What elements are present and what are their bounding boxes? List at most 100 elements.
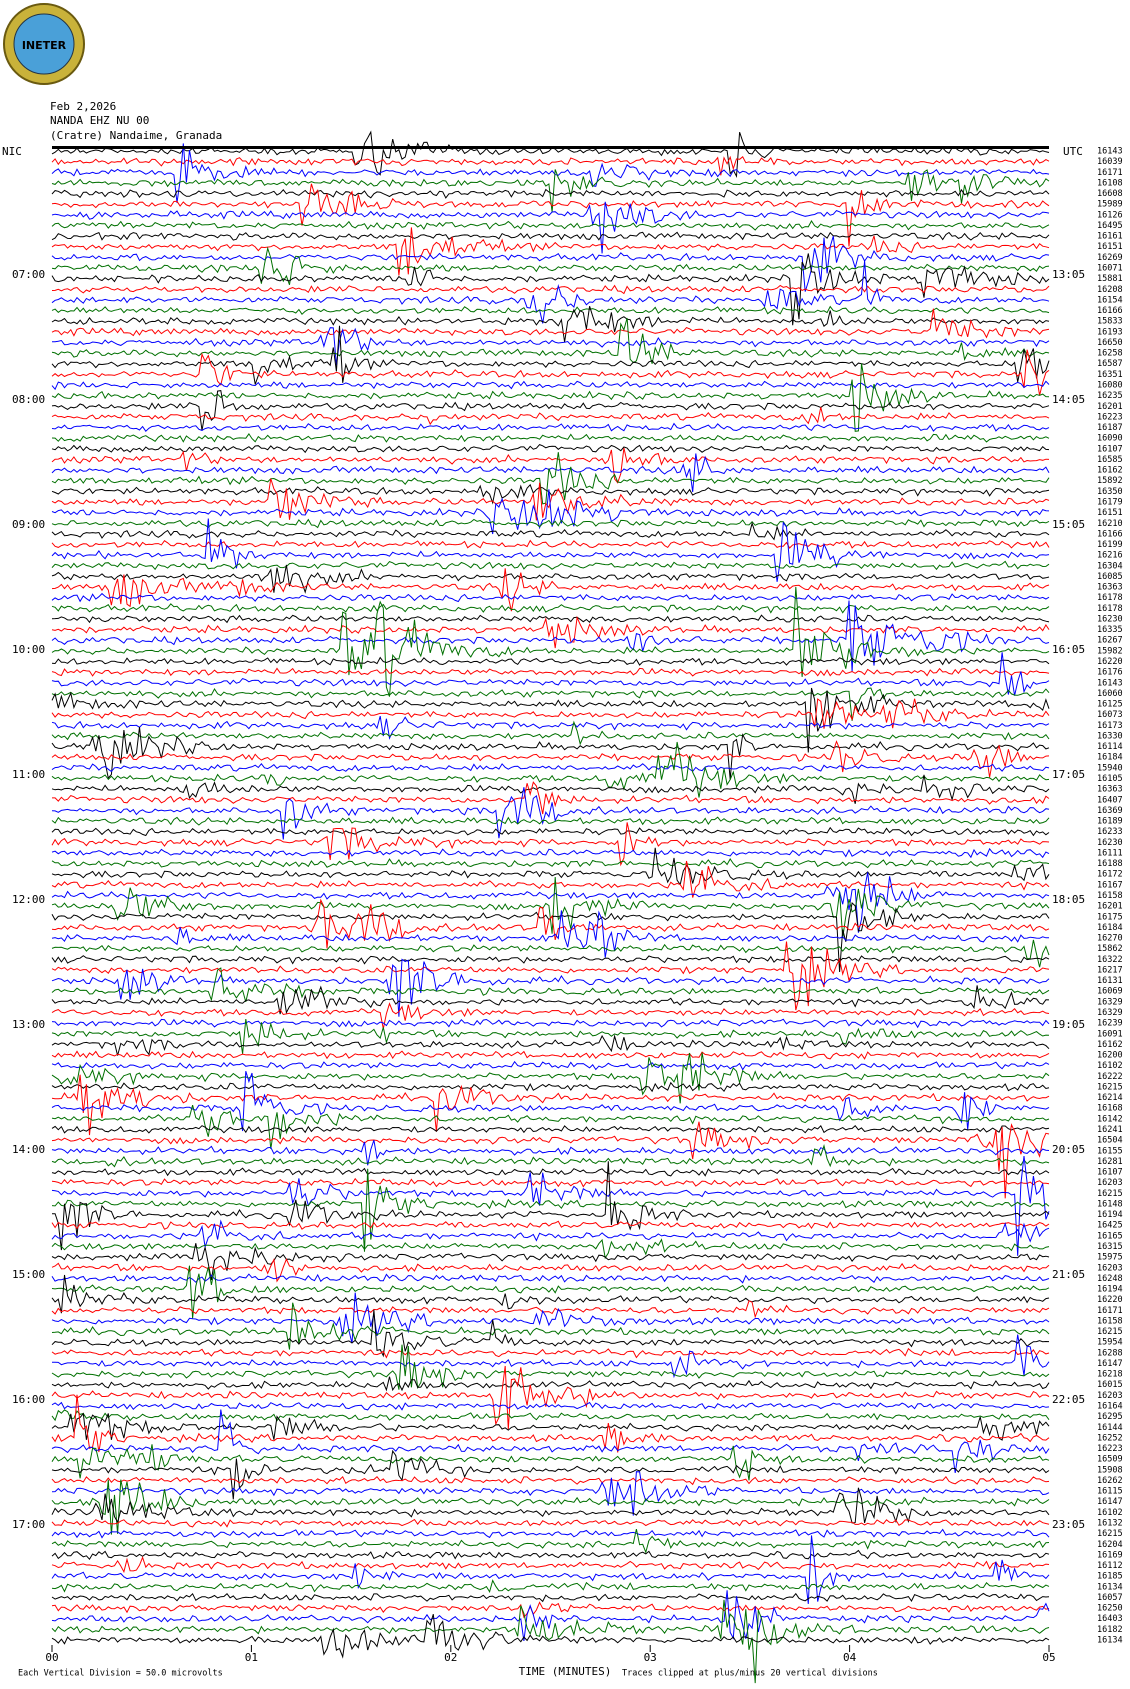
trace-label: 16194 <box>1097 1285 1123 1295</box>
x-axis-label: TIME (MINUTES) <box>519 1665 612 1678</box>
trace <box>51 1376 1050 1392</box>
trace-label: 16147 <box>1097 1497 1123 1507</box>
trace <box>51 985 1050 1015</box>
trace <box>51 1168 1050 1252</box>
trace <box>51 872 1050 933</box>
trace <box>51 564 1050 594</box>
trace <box>51 967 1050 1003</box>
trace-label: 16039 <box>1097 157 1123 167</box>
trace-label: 16248 <box>1097 1274 1123 1284</box>
trace-label: 16425 <box>1097 1221 1123 1231</box>
trace <box>51 720 1050 746</box>
trace <box>51 539 1050 549</box>
trace <box>51 1592 1050 1603</box>
left-time-label: 07:00 <box>12 268 45 281</box>
trace <box>51 715 1050 740</box>
trace-label: 16143 <box>1097 147 1123 157</box>
footer-left: Each Vertical Division = 50.0 microvolts <box>18 1669 223 1679</box>
trace-label: 16090 <box>1097 434 1123 444</box>
trace <box>51 1579 1050 1594</box>
trace-label: 16403 <box>1097 1614 1123 1624</box>
trace-label: 16184 <box>1097 753 1123 763</box>
trace <box>51 489 1050 535</box>
trace <box>51 1052 1050 1104</box>
trace-label: 16184 <box>1097 923 1123 933</box>
left-time-label: 14:00 <box>12 1143 45 1156</box>
trace <box>51 958 1050 1017</box>
trace <box>51 483 1050 505</box>
trace <box>51 1475 1050 1486</box>
trace-label: 15940 <box>1097 763 1123 773</box>
trace-label: 16608 <box>1097 189 1123 199</box>
trace-label: 16216 <box>1097 551 1123 561</box>
trace-label: 16173 <box>1097 721 1123 731</box>
trace-label: 16151 <box>1097 508 1123 518</box>
trace-label: 16112 <box>1097 1561 1123 1571</box>
trace <box>51 1449 1050 1500</box>
trace <box>51 1409 1050 1473</box>
trace <box>51 1334 1050 1379</box>
trace-label: 16250 <box>1097 1604 1123 1614</box>
x-tick-label: 02 <box>444 1651 457 1664</box>
trace-label: 16166 <box>1097 306 1123 316</box>
trace <box>51 1019 1050 1054</box>
trace <box>51 876 1050 938</box>
trace-label: 16215 <box>1097 1529 1123 1539</box>
trace-label: 16351 <box>1097 370 1123 380</box>
trace-label: 15954 <box>1097 1338 1123 1348</box>
trace <box>51 586 1050 697</box>
trace-label: 16167 <box>1097 880 1123 890</box>
trace <box>51 305 1050 315</box>
trace-label: 16495 <box>1097 221 1123 231</box>
trace <box>51 560 1050 571</box>
trace <box>51 614 1050 624</box>
trace-label: 16148 <box>1097 1199 1123 1209</box>
trace <box>51 1365 1050 1430</box>
right-time-label: 15:05 <box>1052 518 1085 531</box>
trace-label: 16169 <box>1097 1550 1123 1560</box>
trace <box>51 847 1050 859</box>
trace <box>51 600 1050 673</box>
trace <box>51 363 1050 432</box>
trace <box>51 349 1050 396</box>
trace-label: 16295 <box>1097 1412 1123 1422</box>
trace-label: 16143 <box>1097 678 1123 688</box>
trace <box>51 1265 1050 1319</box>
trace <box>51 1614 1050 1659</box>
trace-label: 16230 <box>1097 614 1123 624</box>
trace-label: 16239 <box>1097 1019 1123 1029</box>
trace <box>51 615 1050 649</box>
trace <box>51 253 1050 326</box>
trace-label: 16585 <box>1097 455 1123 465</box>
logo-text: INETER <box>22 39 67 52</box>
trace-label: 16178 <box>1097 604 1123 614</box>
trace <box>51 1556 1050 1574</box>
trace-label: 16363 <box>1097 785 1123 795</box>
trace <box>51 1292 1050 1344</box>
trace <box>51 858 1050 869</box>
trace <box>51 774 1050 804</box>
trace-label: 16144 <box>1097 1423 1123 1433</box>
trace-label: 16288 <box>1097 1348 1123 1358</box>
left-time-label: 17:00 <box>12 1518 45 1531</box>
trace-label: 16171 <box>1097 168 1123 178</box>
trace <box>51 1471 1050 1516</box>
trace <box>51 1139 1050 1166</box>
trace <box>51 317 1050 364</box>
trace-label: 16187 <box>1097 423 1123 433</box>
trace <box>51 1444 1050 1481</box>
trace-label: 16185 <box>1097 1572 1123 1582</box>
trace-label: 16363 <box>1097 583 1123 593</box>
left-time-label: 12:00 <box>12 893 45 906</box>
trace <box>51 847 1050 886</box>
trace <box>51 787 1050 840</box>
trace <box>51 826 1050 837</box>
logo-globe <box>13 13 75 75</box>
trace-label: 16172 <box>1097 870 1123 880</box>
logo: INETER <box>3 3 85 85</box>
x-tick-label: 00 <box>45 1651 58 1664</box>
trace-label: 16182 <box>1097 1625 1123 1635</box>
trace <box>51 325 1050 385</box>
trace-label: 16269 <box>1097 253 1123 263</box>
trace <box>51 1238 1050 1260</box>
